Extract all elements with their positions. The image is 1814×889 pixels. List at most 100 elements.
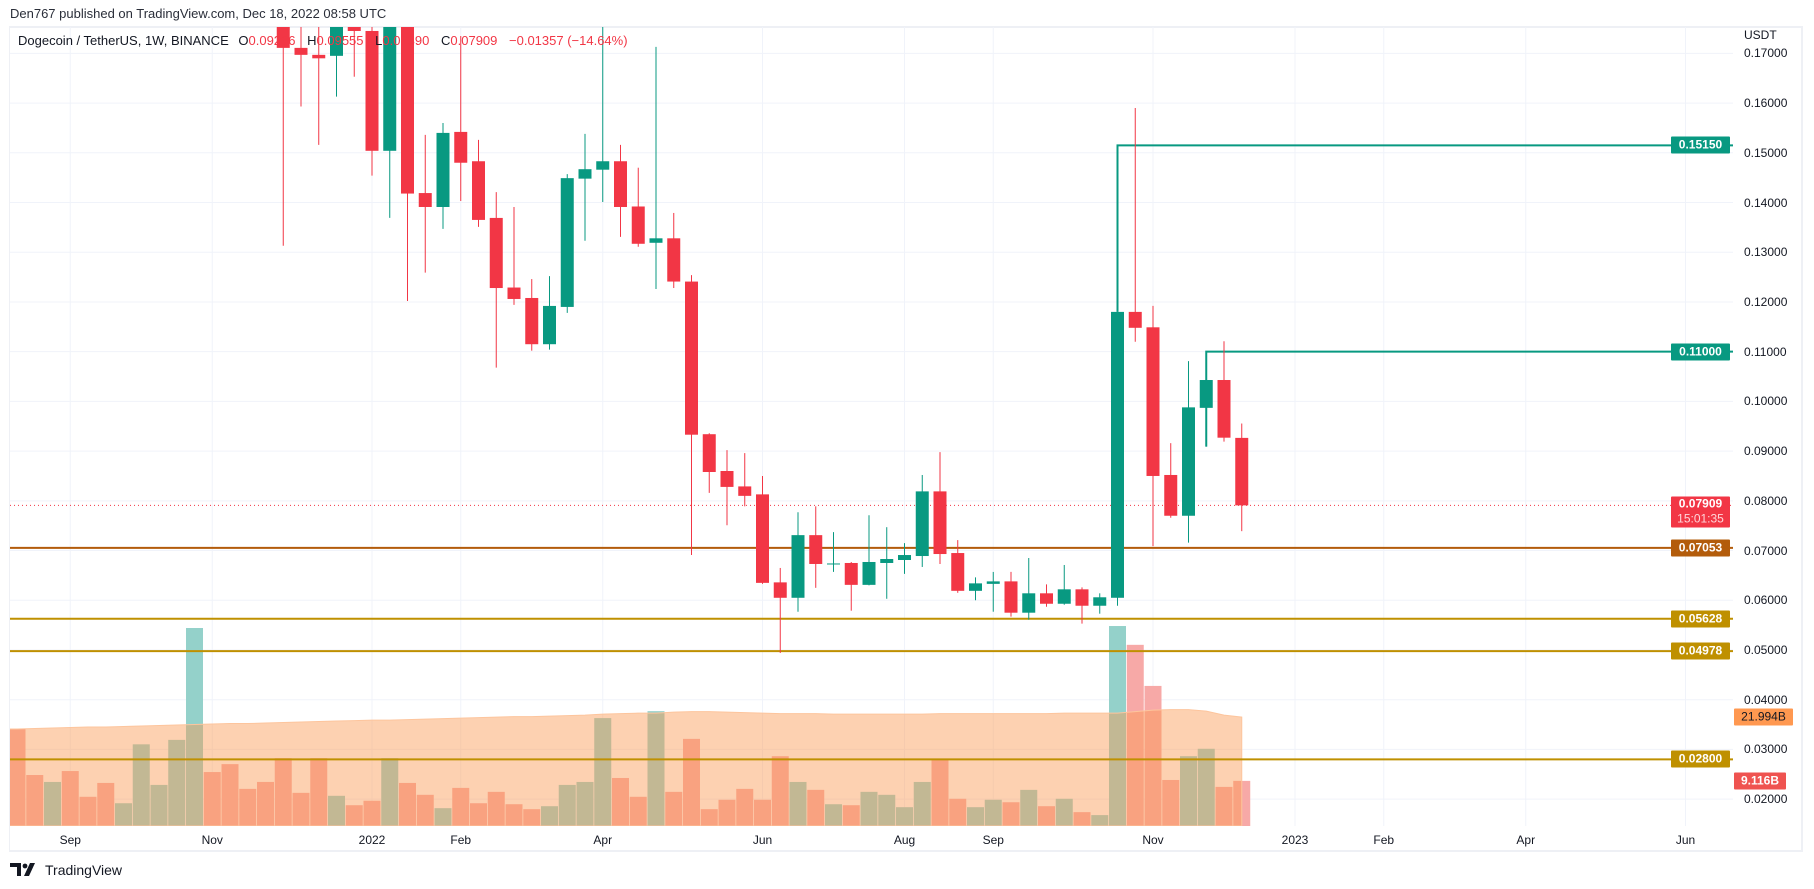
volume-bar [1020, 789, 1038, 826]
candles [276, 27, 1249, 653]
candle-up [862, 561, 876, 585]
volume-bar [576, 781, 594, 826]
candle-up [1022, 593, 1036, 613]
candle-up [649, 238, 663, 243]
volume-bar [629, 796, 647, 826]
candle-down [1075, 589, 1089, 606]
candle-down [1217, 380, 1231, 438]
volume-bar [1215, 786, 1233, 826]
volume-bar [665, 791, 683, 826]
step-line [1205, 350, 1733, 447]
volume-bar [452, 787, 470, 826]
volume-bar [558, 784, 576, 826]
candle-down [738, 486, 752, 496]
volume-bar [203, 772, 221, 826]
candle-down [1040, 593, 1053, 604]
time-tick: Apr [1516, 833, 1536, 847]
candle-up [330, 27, 343, 56]
volume-bar [381, 758, 399, 826]
candle-down [1146, 327, 1160, 476]
candle-down [631, 206, 645, 244]
price-label: 0.04978 [1671, 642, 1730, 660]
volume-bar [1109, 626, 1126, 826]
time-tick: Jun [1675, 833, 1696, 847]
high-key: H [307, 33, 317, 48]
volume-bar [1197, 748, 1215, 826]
price-tick: 0.09000 [1744, 444, 1788, 459]
candle-down [1004, 581, 1018, 613]
price-tick: 0.11000 [1744, 344, 1787, 359]
time-tick: 2022 [358, 833, 386, 847]
volume-bar [754, 799, 771, 826]
candle-up [383, 27, 397, 151]
volume-bar [896, 807, 913, 826]
candle-down [489, 217, 503, 289]
candle-down [472, 161, 485, 220]
volume-bar [1055, 798, 1073, 826]
candle-down [418, 193, 432, 207]
candle-down [401, 27, 414, 194]
price-tick: 0.14000 [1744, 195, 1788, 210]
candle-down [312, 54, 326, 59]
volume-bar [310, 758, 328, 826]
candle-up [898, 555, 911, 560]
drawings[interactable] [10, 144, 1733, 761]
volume-bar [931, 759, 949, 826]
volume-bar [718, 799, 736, 826]
volume-bar [150, 784, 168, 826]
step-line [1116, 144, 1733, 312]
volume-bar [345, 805, 363, 826]
volume-bar [967, 807, 984, 826]
candle-up [1111, 311, 1124, 598]
candle-down [773, 582, 787, 598]
price-tick: 0.16000 [1744, 96, 1788, 111]
volume-bar [363, 800, 381, 826]
candle-down [1164, 474, 1178, 516]
volume-bar [1002, 802, 1020, 826]
candle-down [525, 297, 539, 345]
currency-label[interactable]: USDT [1744, 28, 1777, 42]
time-tick: Jun [752, 833, 773, 847]
volume-bar [239, 788, 257, 826]
time-tick: Nov [201, 833, 223, 847]
volume-bar [860, 791, 878, 826]
candle-down [294, 47, 308, 55]
volume-bar [1091, 815, 1109, 826]
price-tick: 0.07000 [1744, 543, 1788, 558]
price-tick: 0.03000 [1744, 742, 1788, 757]
candle-up [827, 563, 840, 565]
volume-bar [434, 808, 452, 826]
volume-bar [10, 728, 26, 826]
candle-down [454, 131, 468, 163]
volume-bar [115, 803, 132, 826]
volume-label: 9.116B [1734, 772, 1786, 790]
symbol-title[interactable]: Dogecoin / TetherUS, 1W, BINANCE [18, 33, 229, 48]
low-value: 0.07390 [382, 33, 430, 48]
volume-bar [274, 758, 292, 826]
candle-down [667, 238, 681, 282]
candle-up [986, 581, 1000, 584]
volume-bar [328, 795, 345, 826]
volume-bar [221, 764, 239, 826]
candle-down [685, 281, 698, 435]
candle-up [1199, 380, 1213, 408]
candle-up [969, 583, 982, 591]
volume-bar [594, 718, 612, 826]
price-tick: 0.05000 [1744, 642, 1788, 657]
volume-bar [700, 809, 718, 826]
volume-bar [878, 794, 896, 826]
candle-down [720, 470, 734, 487]
candle-down [1128, 311, 1142, 328]
last-price-value: 0.07909 [1678, 496, 1723, 511]
time-tick: Sep [59, 833, 81, 847]
time-tick: Nov [1142, 833, 1164, 847]
change-value: −0.01357 (−14.64%) [509, 33, 628, 48]
candle-down [756, 494, 769, 583]
price-tick: 0.08000 [1744, 493, 1788, 508]
candle-up [915, 491, 929, 557]
volume-bar [541, 806, 558, 826]
candle-down [365, 30, 379, 151]
volume-bar [44, 781, 61, 826]
low-key: L [375, 33, 383, 48]
